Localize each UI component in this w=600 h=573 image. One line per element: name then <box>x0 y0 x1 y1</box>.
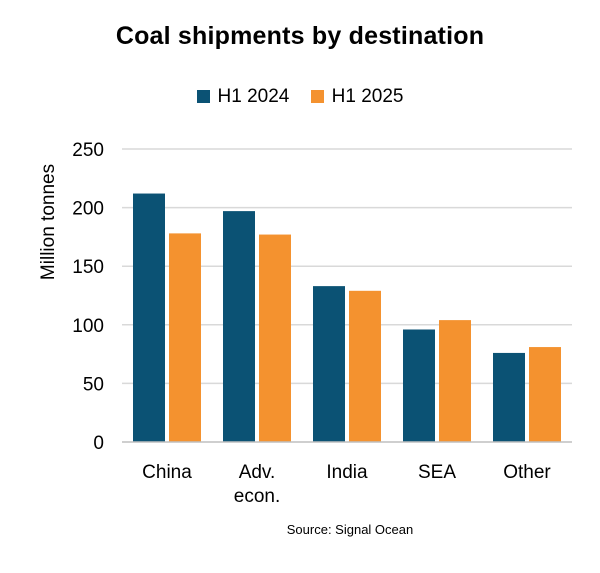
x-category-label-0: China <box>142 462 192 483</box>
y-tick-label-0: 0 <box>93 433 104 454</box>
legend-swatch-series-2 <box>310 90 324 103</box>
y-tick-label-100: 100 <box>72 316 104 337</box>
source-note: Source: Signal Ocean <box>286 522 414 537</box>
x-category-label-1: Adv. econ. <box>234 462 280 507</box>
y-tick-label-150: 150 <box>72 257 104 278</box>
x-category-label-3: SEA <box>418 462 456 483</box>
bar-2-1 <box>259 234 291 442</box>
y-tick-label-200: 200 <box>72 199 104 220</box>
y-tick-label-50: 50 <box>83 374 104 395</box>
bar-2-2 <box>349 290 381 442</box>
bar-1-2 <box>313 286 345 442</box>
bar-1-1 <box>223 211 255 442</box>
bar-2-0 <box>169 233 201 442</box>
bar-2-3 <box>439 320 471 442</box>
chart-title: Coal shipments by destination <box>115 22 485 50</box>
y-axis-title: Million tonnes <box>38 164 59 280</box>
y-tick-label-250: 250 <box>72 140 104 161</box>
legend: H1 2024 H1 2025 <box>0 86 600 108</box>
bar-1-4 <box>493 352 525 442</box>
bar-1-3 <box>403 329 435 442</box>
legend-swatch-series-1 <box>196 90 210 103</box>
legend-label-series-1: H1 2024 <box>217 86 290 107</box>
x-category-label-2: India <box>326 462 368 483</box>
bar-1-0 <box>133 193 165 442</box>
bar-2-4 <box>529 347 561 442</box>
bars <box>133 193 561 442</box>
y-axis-tick-labels: 0 50 100 150 200 250 <box>72 140 104 454</box>
x-category-label-4: Other <box>503 462 551 483</box>
x-axis-category-labels: China Adv. econ. India SEA Other <box>142 462 551 507</box>
legend-item-series-2: H1 2025 <box>310 86 404 108</box>
legend-item-series-1: H1 2024 <box>196 86 290 108</box>
legend-label-series-2: H1 2025 <box>331 86 404 107</box>
